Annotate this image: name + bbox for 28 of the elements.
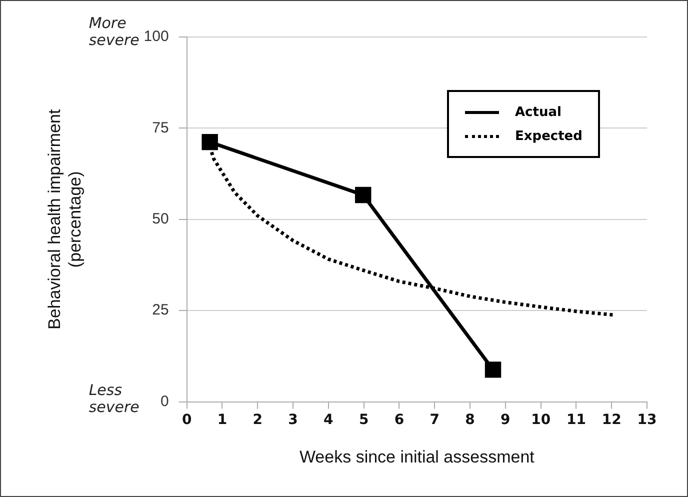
y-tick-label: 25 bbox=[152, 302, 169, 319]
x-tick-label: 8 bbox=[465, 412, 475, 428]
legend-label: Expected bbox=[515, 128, 582, 144]
point bbox=[354, 186, 372, 204]
x-axis-title: Weeks since initial assessment bbox=[299, 447, 535, 466]
y-tick-label: 100 bbox=[144, 28, 169, 46]
x-tick-label: 13 bbox=[637, 412, 657, 428]
x-tick-label: 12 bbox=[602, 412, 622, 428]
x-tick-label: 7 bbox=[430, 412, 440, 428]
x-tick-label: 6 bbox=[394, 412, 404, 428]
x-tick-label: 2 bbox=[252, 412, 262, 428]
y-tick-label: 75 bbox=[152, 119, 169, 136]
text: More severe bbox=[88, 14, 140, 49]
x-tick-label: 3 bbox=[288, 412, 298, 428]
x-tick-label: 4 bbox=[324, 412, 334, 428]
point bbox=[202, 134, 218, 150]
x-tick-label: 0 bbox=[182, 412, 192, 428]
y-tick-label: 50 bbox=[152, 210, 169, 228]
legend-label: Actual bbox=[515, 104, 562, 120]
x-tick-label: 11 bbox=[566, 412, 586, 428]
x-tick-label: 5 bbox=[358, 412, 369, 428]
y-axis-title: Behavioral health impairment (percentage) bbox=[44, 109, 84, 330]
y-tick-label: 0 bbox=[160, 392, 169, 410]
text: Less severe bbox=[88, 380, 140, 416]
x-tick-label: 9 bbox=[500, 412, 510, 428]
point bbox=[484, 362, 502, 378]
x-tick-label: 1 bbox=[217, 412, 228, 428]
x-tick-label: 10 bbox=[531, 412, 551, 428]
